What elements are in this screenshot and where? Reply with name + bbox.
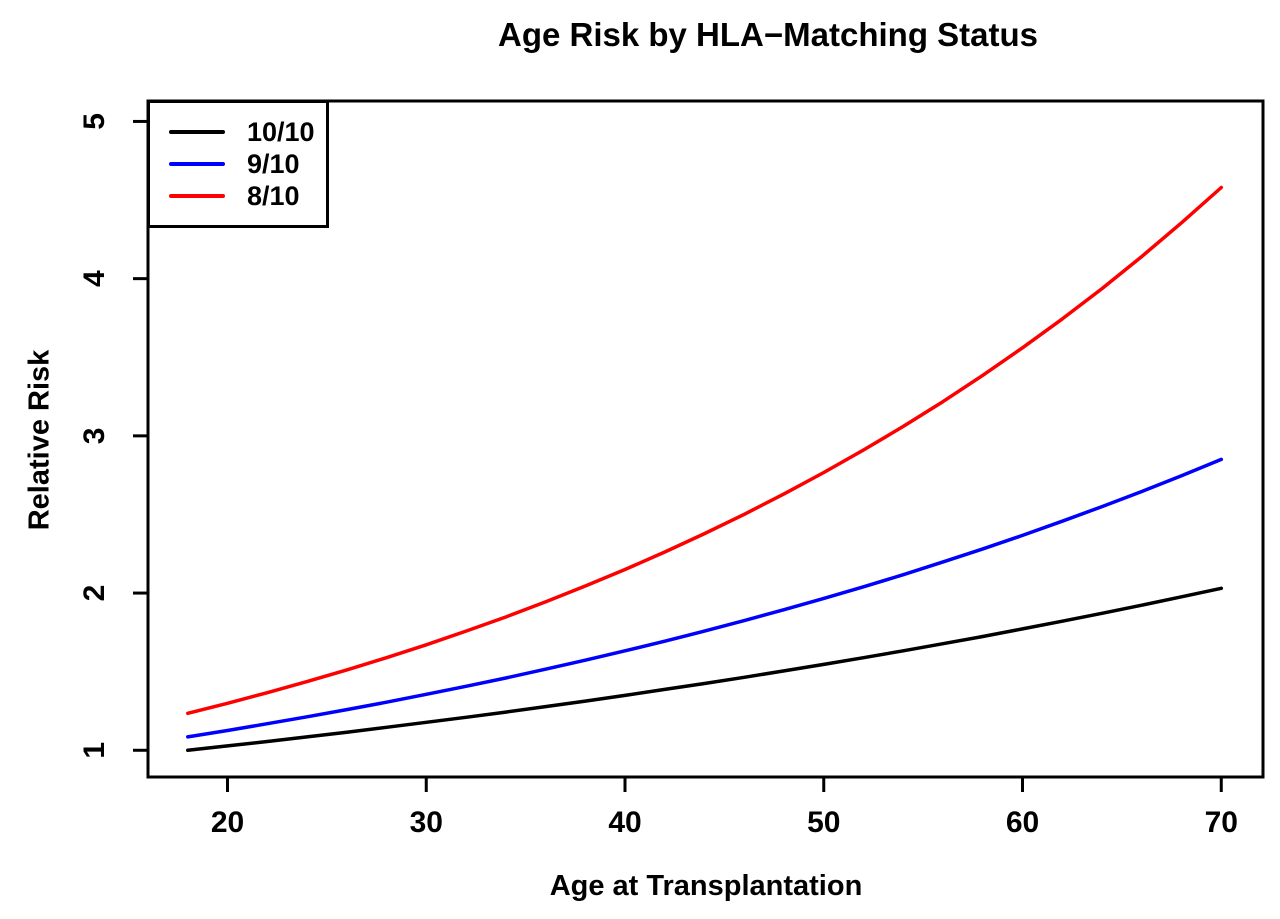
legend-label: 9/10: [247, 148, 300, 179]
legend-label: 10/10: [247, 116, 315, 147]
legend-line-swatch-9-10: [169, 162, 225, 166]
legend-line-swatch-10-10: [169, 130, 225, 134]
y-tick-label: 4: [78, 270, 111, 287]
x-tick-label: 20: [211, 806, 244, 839]
x-tick-label: 50: [807, 806, 840, 839]
y-tick-label: 3: [78, 428, 111, 445]
legend-entry-10-10: 10/10: [169, 116, 326, 148]
y-tick-label: 5: [78, 113, 111, 130]
x-tick-label: 60: [1006, 806, 1039, 839]
y-tick-label: 2: [78, 585, 111, 602]
y-axis-title: Relative Risk: [23, 349, 56, 531]
x-axis-title: Age at Transplantation: [549, 870, 863, 902]
y-tick-label: 1: [78, 742, 111, 759]
x-tick-label: 30: [410, 806, 443, 839]
legend-label: 8/10: [247, 180, 300, 211]
legend-entry-8-10: 8/10: [169, 180, 326, 212]
legend-entry-9-10: 9/10: [169, 148, 326, 180]
series-line-8-10: [186, 185, 1224, 716]
series-line-10-10: [186, 586, 1224, 753]
legend-line-swatch-8-10: [169, 194, 225, 198]
series-line-9-10: [186, 457, 1224, 739]
plot-frame: [146, 99, 1265, 779]
chart-title: Age Risk by HLA−Matching Status: [497, 16, 1039, 53]
x-tick-label: 70: [1205, 806, 1238, 839]
x-tick-label: 40: [608, 806, 641, 839]
legend: 10/10 9/10 8/10: [147, 100, 329, 228]
